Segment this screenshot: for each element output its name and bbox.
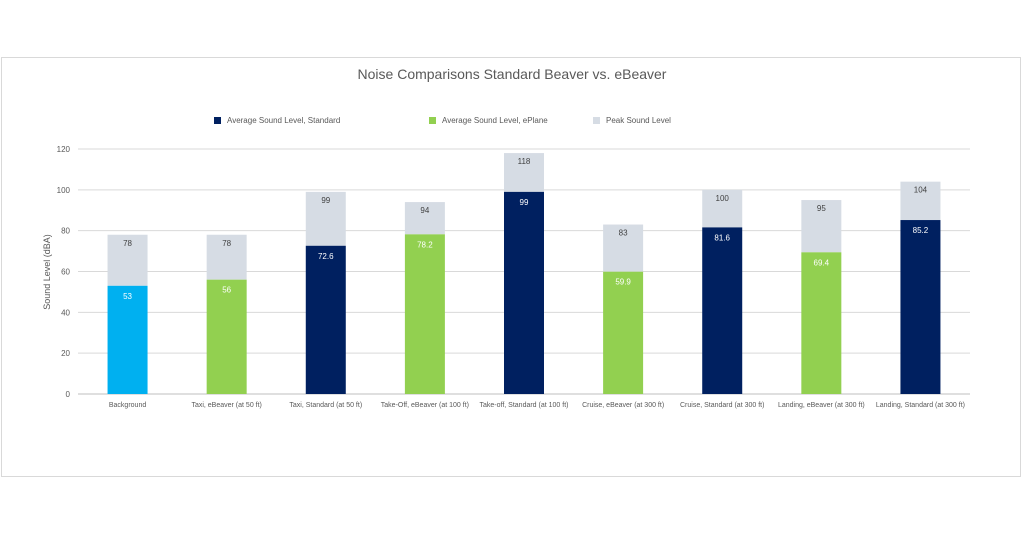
- bar-average: [206, 279, 247, 394]
- x-tick-label: Take-Off, eBeaver (at 100 ft): [381, 402, 469, 409]
- y-tick-label: 0: [66, 390, 71, 399]
- x-tick-label: Cruise, eBeaver (at 300 ft): [582, 402, 664, 409]
- data-label-average: 78.2: [417, 240, 433, 249]
- legend-label-average-eplane: Average Sound Level, ePlane: [442, 116, 548, 125]
- x-tick-label: Take-off, Standard (at 100 ft): [480, 402, 569, 409]
- y-tick-label: 20: [61, 349, 70, 358]
- legend-swatch-average-standard: [214, 117, 221, 124]
- chart-title: Noise Comparisons Standard Beaver vs. eB…: [357, 66, 667, 82]
- x-tick-label: Landing, eBeaver (at 300 ft): [778, 402, 865, 409]
- y-tick-label: 120: [57, 145, 71, 154]
- legend-item-peak: Peak Sound Level: [593, 116, 671, 125]
- legend-swatch-average-eplane: [429, 117, 436, 124]
- data-label-peak: 78: [222, 239, 231, 248]
- bar-average: [603, 271, 644, 394]
- x-tick-label: Background: [109, 402, 146, 409]
- data-label-peak: 94: [420, 206, 429, 215]
- bar-peak: [801, 200, 842, 253]
- bar-peak: [900, 181, 941, 221]
- x-tick-label: Taxi, Standard (at 50 ft): [289, 402, 362, 409]
- bar-peak: [504, 153, 544, 192]
- data-label-average: 59.9: [615, 278, 631, 287]
- bar-average: [801, 252, 842, 394]
- data-label-peak: 99: [321, 196, 330, 205]
- bar-peak: [206, 234, 247, 280]
- legend-label-average-standard: Average Sound Level, Standard: [227, 116, 341, 125]
- data-label-peak: 118: [518, 157, 531, 166]
- y-axis-label: Sound Level (dBA): [42, 234, 52, 310]
- bar-average: [305, 245, 346, 394]
- bar-average: [702, 227, 743, 394]
- y-tick-labels: 0 20 40 60 80 100 120: [57, 145, 71, 399]
- data-label-peak: 83: [619, 229, 628, 238]
- bar-peak: [702, 189, 743, 228]
- x-tick-label: Taxi, eBeaver (at 50 ft): [191, 402, 261, 409]
- bar-average: [504, 191, 544, 394]
- bars: 78 53 78 56 99 72.6 94 78.2 118 99 83 59.9 100 81.6 95…: [107, 153, 941, 394]
- x-tick-label: Cruise, Standard (at 300 ft): [680, 402, 764, 409]
- data-label-average: 99: [520, 198, 529, 207]
- data-label-average: 81.6: [714, 233, 730, 242]
- bar-peak: [404, 202, 445, 235]
- bar-average: [107, 285, 148, 394]
- bar-peak: [603, 224, 644, 272]
- y-tick-label: 60: [61, 268, 70, 277]
- bar-average: [404, 234, 445, 394]
- data-label-peak: 100: [716, 194, 730, 203]
- legend-item-average-eplane: Average Sound Level, ePlane: [429, 116, 548, 125]
- data-label-peak: 78: [123, 239, 132, 248]
- legend-swatch-peak: [593, 117, 600, 124]
- legend-item-average-standard: Average Sound Level, Standard: [214, 116, 340, 125]
- x-tick-label: Landing, Standard (at 300 ft): [876, 402, 965, 409]
- data-label-average: 85.2: [913, 226, 929, 235]
- bar-peak: [107, 234, 148, 286]
- bar-peak: [305, 191, 346, 246]
- data-label-peak: 95: [817, 204, 826, 213]
- data-label-average: 69.4: [814, 258, 830, 267]
- y-tick-label: 80: [61, 227, 70, 236]
- data-label-peak: 104: [914, 186, 928, 195]
- bar-average: [900, 220, 941, 394]
- data-label-average: 56: [222, 286, 231, 295]
- x-tick-labels: Background Taxi, eBeaver (at 50 ft) Taxi, …: [109, 402, 965, 409]
- y-tick-label: 40: [61, 308, 70, 317]
- y-tick-label: 100: [57, 186, 71, 195]
- data-label-average: 72.6: [318, 252, 334, 261]
- data-label-average: 53: [123, 292, 132, 301]
- legend-label-peak: Peak Sound Level: [606, 116, 671, 125]
